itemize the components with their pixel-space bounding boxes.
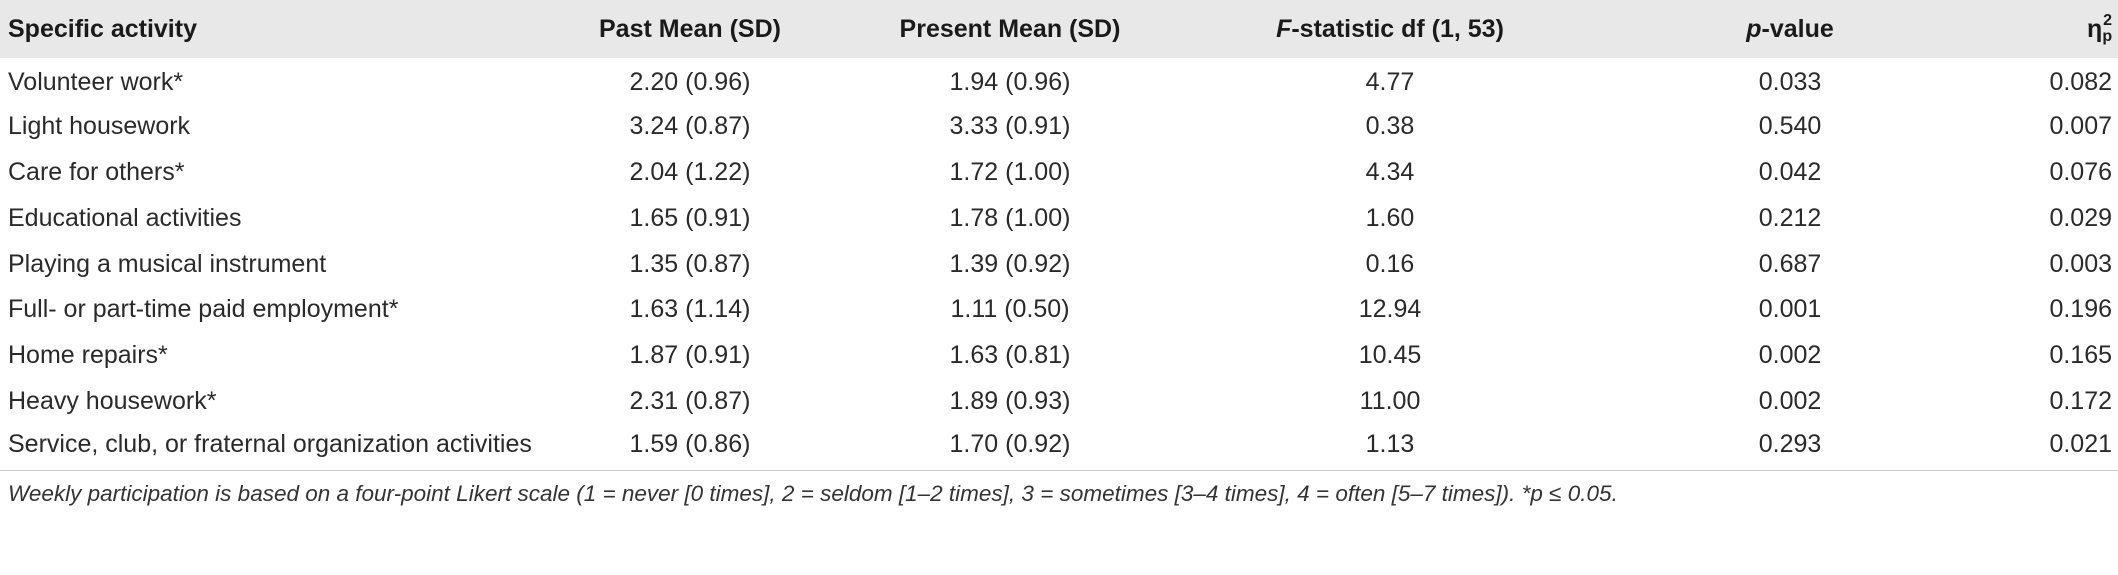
cell-p-value: 0.001 <box>1758 295 1822 324</box>
activity-results-table: Specific activity Past Mean (SD) Present… <box>0 0 2118 471</box>
table-row: Service, club, or fraternal organization… <box>0 424 2118 470</box>
cell-present-mean: 1.72 (1.00) <box>949 157 1071 186</box>
cell-f-statistic: 4.77 <box>1365 68 1415 97</box>
cell-present-mean: 1.39 (0.92) <box>949 249 1071 278</box>
header-eta-symbol: η <box>2087 15 2103 43</box>
header-eta-sup: 2 <box>2103 12 2112 29</box>
cell-eta-squared: 0.021 <box>2049 429 2112 458</box>
cell-p-value: 0.212 <box>1758 203 1822 232</box>
cell-f-statistic: 4.34 <box>1365 157 1415 186</box>
cell-present-mean: 1.89 (0.93) <box>949 386 1071 415</box>
cell-p-value: 0.033 <box>1758 68 1822 97</box>
cell-past-mean: 1.59 (0.86) <box>629 429 751 458</box>
cell-past-mean: 1.87 (0.91) <box>629 341 751 370</box>
cell-past-mean: 1.63 (1.14) <box>629 295 751 324</box>
cell-eta-squared: 0.082 <box>2049 68 2112 97</box>
cell-eta-squared: 0.165 <box>2049 341 2112 370</box>
cell-present-mean: 1.78 (1.00) <box>949 203 1071 232</box>
cell-p-value: 0.540 <box>1758 112 1822 141</box>
table-row: Playing a musical instrument 1.35 (0.87) 1… <box>0 241 2118 287</box>
cell-past-mean: 2.04 (1.22) <box>629 157 751 186</box>
cell-f-statistic: 1.60 <box>1365 203 1415 232</box>
cell-p-value: 0.042 <box>1758 157 1822 186</box>
header-p-italic: p <box>1746 14 1762 43</box>
header-specific-activity: Specific activity <box>8 14 197 43</box>
header-f-statistic: F-statistic df (1, 53) <box>1180 0 1600 58</box>
cell-eta-squared: 0.076 <box>2049 157 2112 186</box>
cell-eta-squared: 0.196 <box>2049 295 2112 324</box>
table-row: Educational activities 1.65 (0.91) 1.78 (1… <box>0 195 2118 241</box>
cell-eta-squared: 0.029 <box>2049 203 2112 232</box>
cell-eta-squared: 0.172 <box>2049 386 2112 415</box>
table-row: Volunteer work* 2.20 (0.96) 1.94 (0.96) 4.7… <box>0 58 2118 104</box>
header-eta-sub: p <box>2102 28 2113 45</box>
cell-p-value: 0.002 <box>1758 341 1822 370</box>
cell-past-mean: 1.35 (0.87) <box>629 249 751 278</box>
cell-activity: Full- or part-time paid employment* <box>8 295 399 324</box>
cell-p-value: 0.293 <box>1758 429 1822 458</box>
table-row: Care for others* 2.04 (1.22) 1.72 (1.00) 4.… <box>0 150 2118 196</box>
table-header-row: Specific activity Past Mean (SD) Present… <box>0 0 2118 58</box>
cell-f-statistic: 0.38 <box>1365 112 1415 141</box>
header-eta-squared: ηp2 <box>1940 0 2118 58</box>
cell-past-mean: 1.65 (0.91) <box>629 203 751 232</box>
header-p-rest: -value <box>1761 14 1834 43</box>
cell-f-statistic: 1.13 <box>1365 429 1415 458</box>
header-f-italic: F <box>1276 14 1292 43</box>
header-past-mean: Past Mean (SD) <box>599 14 781 43</box>
cell-activity: Light housework <box>8 112 191 141</box>
header-f-rest: -statistic df (1, 53) <box>1291 14 1504 43</box>
header-p-value: p-value <box>1600 0 1940 58</box>
cell-activity: Heavy housework* <box>8 386 217 415</box>
table-row: Home repairs* 1.87 (0.91) 1.63 (0.81) 10.45… <box>0 333 2118 379</box>
cell-present-mean: 1.70 (0.92) <box>949 429 1071 458</box>
cell-f-statistic: 10.45 <box>1358 341 1422 370</box>
cell-past-mean: 2.31 (0.87) <box>629 386 751 415</box>
cell-activity: Educational activities <box>8 203 242 232</box>
cell-activity: Care for others* <box>8 157 185 186</box>
table-row: Light housework 3.24 (0.87) 3.33 (0.91) 0.3… <box>0 104 2118 150</box>
table-footnote: Weekly participation is based on a four-… <box>8 480 1618 506</box>
table-row: Full- or part-time paid employment* 1.63 … <box>0 287 2118 333</box>
cell-activity: Playing a musical instrument <box>8 249 327 278</box>
cell-p-value: 0.687 <box>1758 249 1822 278</box>
cell-activity: Volunteer work* <box>8 68 184 97</box>
cell-eta-squared: 0.007 <box>2049 112 2112 141</box>
cell-present-mean: 3.33 (0.91) <box>949 112 1071 141</box>
header-present-mean: Present Mean (SD) <box>899 14 1121 43</box>
cell-activity: Home repairs* <box>8 341 168 370</box>
cell-f-statistic: 0.16 <box>1365 249 1415 278</box>
cell-p-value: 0.002 <box>1758 386 1822 415</box>
cell-eta-squared: 0.003 <box>2049 249 2112 278</box>
cell-present-mean: 1.63 (0.81) <box>949 341 1071 370</box>
cell-present-mean: 1.94 (0.96) <box>949 68 1071 97</box>
table-row: Heavy housework* 2.31 (0.87) 1.89 (0.93) 11… <box>0 379 2118 425</box>
cell-activity: Service, club, or fraternal organization… <box>8 429 532 458</box>
cell-past-mean: 2.20 (0.96) <box>629 68 751 97</box>
cell-f-statistic: 12.94 <box>1358 295 1422 324</box>
cell-present-mean: 1.11 (0.50) <box>950 295 1070 324</box>
table-body: Volunteer work* 2.20 (0.96) 1.94 (0.96) 4.7… <box>0 58 2118 471</box>
cell-past-mean: 3.24 (0.87) <box>629 112 751 141</box>
cell-f-statistic: 11.00 <box>1359 386 1421 415</box>
